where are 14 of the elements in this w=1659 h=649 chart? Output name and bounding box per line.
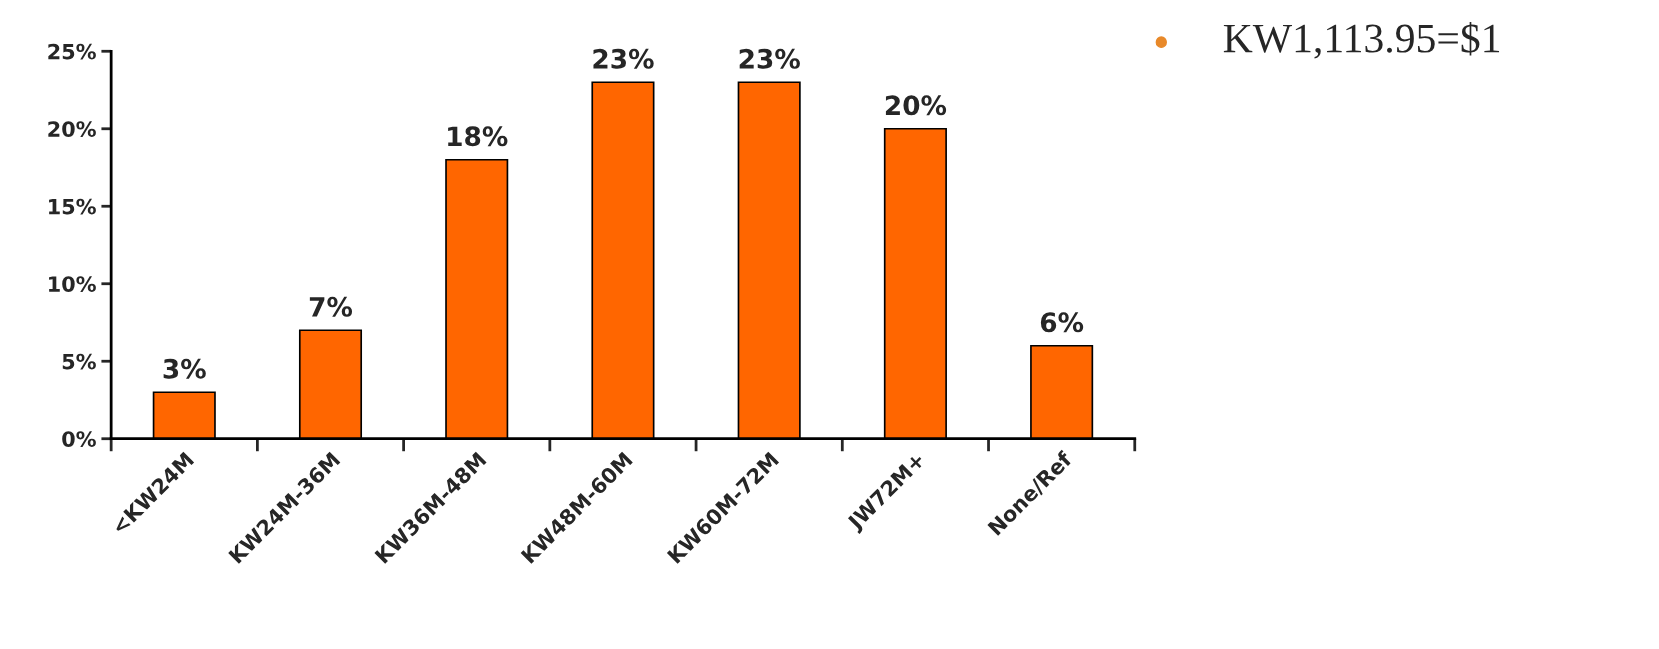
y-tick-label: 20% — [48, 121, 96, 137]
y-tick-label: 5% — [62, 353, 96, 370]
data-label: 7% — [309, 296, 353, 317]
data-label: 3% — [163, 358, 206, 379]
data-label: 23% — [739, 48, 800, 69]
y-tick-label: 25% — [48, 43, 96, 60]
y-tick-label: 0% — [62, 431, 96, 447]
data-label: 20% — [885, 95, 947, 116]
data-label: 6% — [1040, 312, 1084, 333]
data-label: 23% — [593, 48, 654, 69]
y-tick-label: 10% — [49, 276, 96, 292]
text: KW1,113.95=$1 — [1223, 22, 1500, 59]
y-tick-label: 15% — [49, 198, 96, 215]
data-label: 18% — [448, 126, 508, 147]
